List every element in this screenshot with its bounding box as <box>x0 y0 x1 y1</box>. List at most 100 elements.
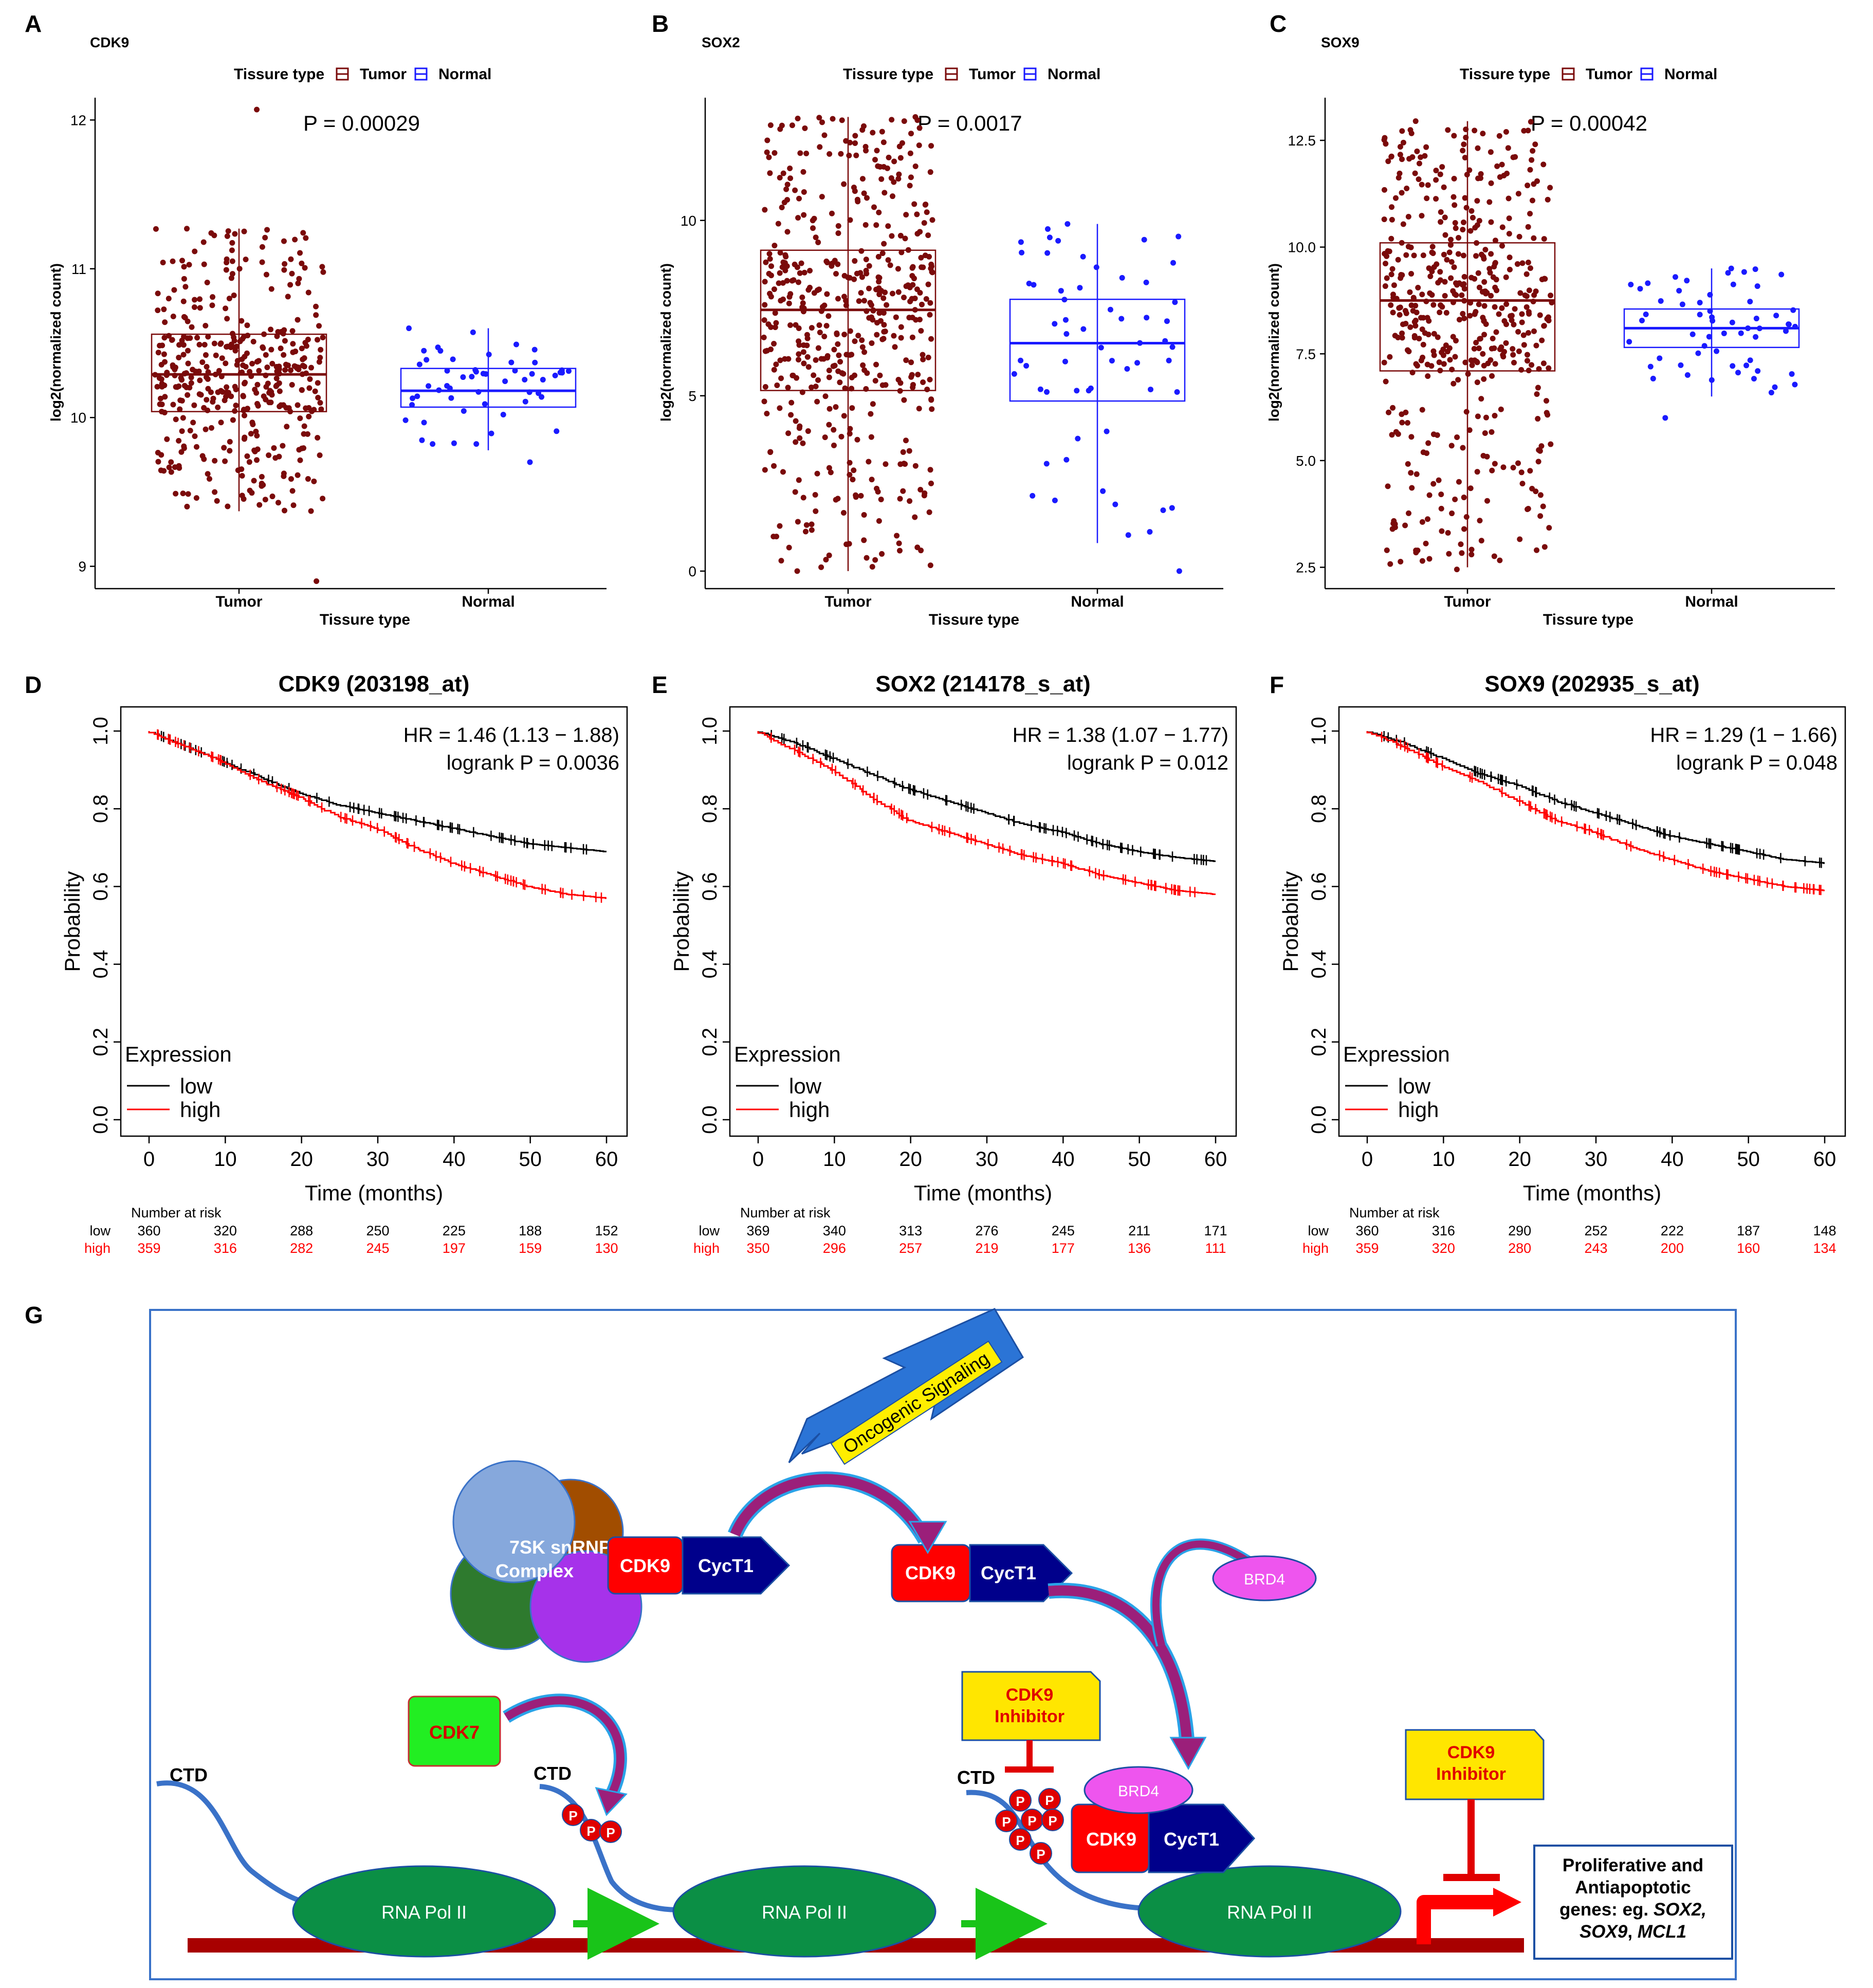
data-point <box>1459 292 1465 298</box>
data-point <box>895 377 902 383</box>
data-point <box>814 470 820 477</box>
data-point <box>801 269 807 276</box>
data-point <box>1472 127 1478 134</box>
data-point <box>1500 354 1507 360</box>
data-point <box>180 298 187 304</box>
data-point <box>779 264 785 270</box>
data-point <box>813 384 819 390</box>
data-point <box>1440 352 1446 358</box>
data-point <box>1406 510 1412 516</box>
data-point <box>846 153 852 159</box>
data-point <box>1381 359 1387 366</box>
data-point <box>1480 131 1486 137</box>
data-point <box>421 348 427 354</box>
data-point <box>804 335 811 341</box>
data-point <box>1404 185 1410 191</box>
boxplot-sox2: SOX2 Tissure type Tumor Normal P = 0.001… <box>658 34 1223 628</box>
data-point <box>782 356 788 362</box>
ctd-label: CTD <box>534 1763 572 1784</box>
data-point <box>1468 546 1475 553</box>
data-point <box>1529 362 1535 368</box>
data-point <box>1460 311 1466 317</box>
boxplot-sox9: SOX9 Tissure type Tumor Normal P = 0.000… <box>1266 34 1835 628</box>
data-point <box>522 377 528 383</box>
data-point <box>1395 257 1401 263</box>
data-point <box>1501 318 1508 324</box>
data-point <box>1419 519 1425 525</box>
data-point <box>176 354 182 360</box>
data-point <box>1397 170 1403 176</box>
data-point <box>256 502 263 508</box>
data-point <box>1515 329 1521 335</box>
data-point <box>1512 306 1518 312</box>
y-tick-label: 10 <box>70 410 86 426</box>
data-point <box>818 308 824 314</box>
data-point <box>761 317 767 323</box>
data-point <box>785 385 791 391</box>
data-point <box>155 459 161 465</box>
data-point <box>916 406 922 412</box>
data-point <box>1395 175 1402 181</box>
data-point <box>1536 447 1542 453</box>
x-tick-label: 50 <box>1737 1148 1760 1171</box>
data-point <box>881 322 887 328</box>
data-point <box>898 249 905 256</box>
boxplot-cdk9: CDK9 Tissure type Tumor Normal P = 0.000… <box>48 34 607 628</box>
data-point <box>1466 167 1473 173</box>
data-point <box>1524 352 1530 358</box>
boxplot-title: SOX2 <box>702 34 740 50</box>
data-point <box>1480 452 1486 459</box>
7sk-snrnp-complex: 7SK snRNP Complex <box>450 1460 642 1663</box>
data-point <box>859 176 866 182</box>
data-point <box>180 490 186 497</box>
data-point <box>909 334 915 340</box>
data-point <box>214 498 220 504</box>
data-point <box>196 341 203 348</box>
data-point <box>1397 143 1403 150</box>
data-point <box>772 243 778 249</box>
data-point <box>908 359 914 366</box>
data-point <box>259 473 265 480</box>
phospho-p: P <box>995 1810 1018 1832</box>
data-point <box>1547 185 1553 191</box>
data-point <box>1672 274 1678 280</box>
data-point <box>927 376 933 382</box>
data-point <box>1170 260 1176 266</box>
data-point <box>855 198 861 205</box>
data-point <box>283 361 289 368</box>
data-point <box>789 122 795 129</box>
data-point <box>295 280 301 286</box>
data-point <box>927 467 933 473</box>
data-point <box>852 372 858 378</box>
data-point <box>162 319 168 325</box>
data-point <box>1452 202 1458 208</box>
data-point <box>251 478 257 484</box>
data-point <box>1389 432 1395 438</box>
data-point <box>854 270 860 277</box>
data-point <box>1436 359 1442 366</box>
data-point <box>781 199 787 206</box>
data-point <box>225 503 231 509</box>
data-point <box>241 436 247 442</box>
data-point <box>1500 464 1507 470</box>
data-point <box>1450 299 1456 305</box>
data-point <box>160 260 166 266</box>
data-point <box>902 235 908 242</box>
x-axis-label: Time (months) <box>1523 1181 1661 1205</box>
legend-label-high: high <box>1398 1098 1439 1122</box>
data-point <box>797 435 803 441</box>
data-point <box>430 441 436 447</box>
data-point <box>1477 336 1483 342</box>
data-point <box>821 302 828 308</box>
risk-count-low: 245 <box>1052 1223 1075 1238</box>
data-point <box>188 380 194 386</box>
data-point <box>181 371 188 377</box>
data-point <box>1684 278 1690 284</box>
data-point <box>259 244 265 250</box>
data-point <box>1473 339 1479 345</box>
data-point <box>1534 391 1540 397</box>
data-point <box>1396 305 1402 311</box>
cdk9-label: CDK9 <box>620 1555 670 1576</box>
data-point <box>920 379 926 385</box>
data-point <box>813 508 819 514</box>
